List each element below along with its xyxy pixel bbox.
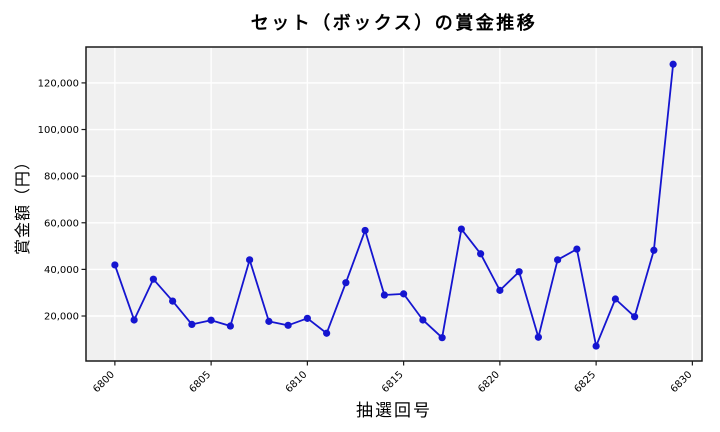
data-point [380,291,388,299]
axes-frame [85,46,703,362]
data-point [207,316,215,324]
data-point [111,261,119,269]
x-tick-label: 6805 [187,369,213,395]
data-point [631,313,639,321]
x-tick-label: 6810 [284,369,310,395]
y-tick-label: 20,000 [44,312,79,323]
data-point [149,275,157,283]
data-point [130,316,138,324]
data-point [611,295,619,303]
data-point [438,334,446,342]
data-point [554,256,562,264]
data-point [361,226,369,235]
data-point [592,342,600,350]
x-tick-label: 6830 [669,369,695,395]
y-tick-label: 60,000 [44,218,79,229]
x-tick-label: 6815 [380,369,406,395]
y-tick-label: 80,000 [44,172,79,183]
y-tick-label: 40,000 [44,265,79,276]
data-point [477,250,485,258]
data-point [342,279,350,287]
data-point [400,290,408,298]
data-point [265,317,273,325]
x-tick-label: 6800 [91,369,117,395]
data-point [650,246,658,254]
data-point [323,329,331,337]
data-point [573,245,581,253]
data-point [496,286,504,294]
data-point [457,225,465,233]
y-tick-label: 100,000 [38,125,79,136]
data-point [169,297,177,305]
data-point [226,322,234,330]
chart-title: セット（ボックス）の賞金推移 [250,13,538,34]
data-point [515,268,523,276]
plot-background [86,47,702,361]
y-tick-label: 120,000 [38,78,79,89]
data-point [188,320,196,329]
data-point [419,316,427,324]
data-point [284,321,292,329]
data-point [303,314,311,322]
x-axis-label: 抽選回号 [356,401,432,421]
data-point [534,333,542,341]
data-point [669,60,677,68]
data-point [246,256,254,264]
x-tick-label: 6825 [572,369,598,395]
x-tick-label: 6820 [476,369,502,395]
